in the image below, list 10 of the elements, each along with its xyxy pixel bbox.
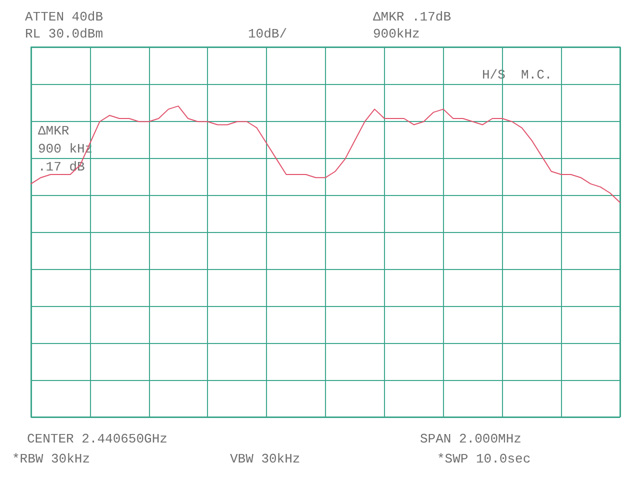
text: *SWP 10.0sec <box>437 452 531 466</box>
text: *RBW 30kHz <box>12 452 90 466</box>
text: 900kHz <box>373 26 420 42</box>
text: 10dB/ <box>248 26 288 42</box>
text: CENTER 2.440650GHz <box>27 432 168 446</box>
text: RL 30.0dBm <box>25 26 104 42</box>
text: VBW 30kHz <box>230 452 300 466</box>
text: SPAN 2.000MHz <box>420 432 522 446</box>
text: ATTEN 40dB <box>25 10 104 24</box>
text: ΔMKR .17dB <box>373 10 452 24</box>
